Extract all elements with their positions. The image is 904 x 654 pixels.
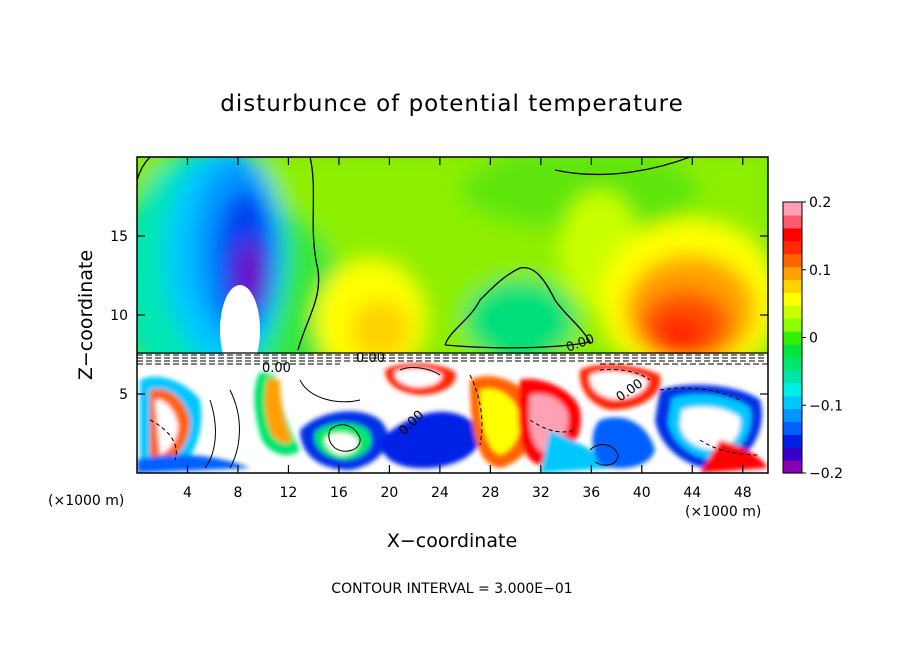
- colorbar-tick-label: 0.1: [809, 263, 831, 279]
- x-tick-label: 44: [683, 485, 701, 501]
- colorbar-swatch: [783, 356, 802, 371]
- x-tick-label: 48: [734, 485, 752, 501]
- x-unit-left: (×1000 m): [48, 493, 124, 509]
- colorbar-swatch: [783, 447, 802, 461]
- contour-interval: CONTOUR INTERVAL = 3.000E−01: [331, 581, 572, 597]
- y-tick-label: 10: [110, 308, 128, 324]
- x-tick-label: 8: [233, 485, 242, 501]
- y-axis-label: Z−coordinate: [75, 250, 97, 380]
- colorbar-swatch: [783, 318, 802, 332]
- colorbar: 0.2 0.1 0 −0.1 −0.2: [782, 195, 843, 482]
- field-layer: 0.00 0.00 0.00 0.00 0.00: [137, 157, 768, 473]
- chart-title: disturbunce of potential temperature: [220, 91, 684, 117]
- y-tick-label: 15: [110, 229, 128, 245]
- colorbar-swatch: [783, 292, 802, 306]
- colorbar-swatch: [783, 240, 802, 255]
- colorbar-swatch: [783, 343, 802, 358]
- colorbar-tick-label: 0.2: [809, 195, 831, 211]
- colorbar-swatch: [783, 421, 802, 435]
- colorbar-swatch: [783, 214, 802, 229]
- x-tick-label: 24: [431, 485, 449, 501]
- x-tick-label: 16: [330, 485, 348, 501]
- contour-label: 0.00: [356, 351, 385, 366]
- x-tick-label: 40: [633, 485, 651, 501]
- lower-contours: [149, 367, 761, 469]
- x-tick-label: 12: [280, 485, 298, 501]
- upper-field: [137, 157, 768, 357]
- colorbar-swatch: [783, 227, 802, 242]
- colorbar-swatch: [783, 460, 802, 474]
- colorbar-swatch: [783, 253, 802, 268]
- x-axis: 4 8 12 16 20 24 28 32 36 40 44 48: [183, 157, 752, 501]
- colorbar-swatch: [783, 382, 802, 397]
- contour-label: 0.00: [262, 361, 291, 376]
- colorbar-swatch: [783, 408, 802, 422]
- colorbar-swatch: [783, 434, 802, 448]
- colorbar-swatch: [783, 305, 802, 319]
- x-axis-label: X−coordinate: [387, 530, 517, 552]
- lower-field: [137, 357, 768, 473]
- x-unit-right: (×1000 m): [685, 504, 761, 520]
- x-tick-label: 4: [183, 485, 192, 501]
- colorbar-swatch: [783, 202, 802, 216]
- boundary-dashes: [137, 354, 768, 365]
- y-tick-label: 5: [119, 387, 128, 403]
- colorbar-tick-label: 0: [809, 331, 818, 347]
- colorbar-swatch: [783, 395, 802, 410]
- x-tick-label: 32: [532, 485, 550, 501]
- colorbar-tick-label: −0.1: [809, 398, 843, 414]
- colorbar-swatch: [783, 331, 802, 345]
- colorbar-swatch: [783, 369, 802, 384]
- x-tick-label: 36: [582, 485, 600, 501]
- upper-contours: [137, 157, 768, 354]
- x-tick-label: 20: [380, 485, 398, 501]
- colorbar-swatch: [783, 266, 802, 281]
- colorbar-swatch: [783, 279, 802, 293]
- x-tick-label: 28: [481, 485, 499, 501]
- colorbar-tick-label: −0.2: [809, 466, 843, 482]
- y-axis: 5 10 15: [110, 229, 768, 403]
